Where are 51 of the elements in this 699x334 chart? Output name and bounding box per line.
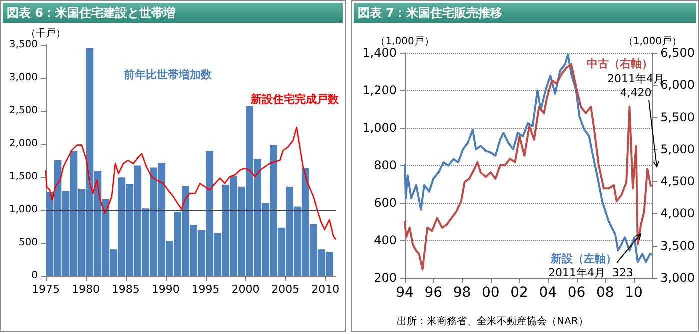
- chart-title: 図表 7：米国住宅販売推移: [354, 3, 696, 23]
- y-tick-label: 0: [32, 270, 38, 282]
- x-tick-label: 98: [453, 285, 472, 301]
- y-tick-label: 2,500: [9, 106, 38, 116]
- y2-tick-label: 4,500: [660, 174, 696, 189]
- x-tick-label: 1990: [152, 283, 180, 296]
- y-tick-label: 400: [374, 234, 397, 248]
- x-tick-label: 2010: [312, 283, 340, 296]
- y-tick-label: 1,400: [362, 46, 397, 60]
- x-tick-label: 94: [396, 285, 414, 301]
- y-tick-label: 3,500: [9, 40, 38, 50]
- y-tick-label: 800: [374, 158, 397, 172]
- y2-tick-label: 5,000: [660, 142, 696, 156]
- line-series: [45, 126, 337, 240]
- y2-tick-label: 5,500: [660, 110, 696, 124]
- annotation: 2011年4月 323: [548, 266, 634, 280]
- text: 出所：米商務省、全米不動産協会（NAR）: [397, 316, 588, 328]
- y-axis-title: （千戸）: [26, 28, 66, 40]
- x-tick-label: 1995: [192, 283, 220, 296]
- series-label: 新設（左軸）: [550, 252, 617, 266]
- y2-tick-label: 3,000: [660, 271, 696, 285]
- x-tick-label: 10: [625, 285, 643, 301]
- y-tick-label: 200: [374, 271, 397, 285]
- y-tick-label: 1,000: [362, 121, 397, 135]
- x-tick-label: 1975: [32, 283, 60, 296]
- y-tick-label: 500: [18, 238, 38, 248]
- x-tick-label: 00: [482, 285, 500, 301]
- y2-tick-label: 3,500: [660, 238, 696, 253]
- x-tick-label: 08: [596, 285, 614, 301]
- y-tick-label: 1,000: [9, 204, 38, 216]
- x-tick-label: 06: [568, 285, 586, 301]
- y-axis-title: （1,000戸）: [376, 36, 434, 48]
- x-tick-label: 2000: [232, 283, 260, 296]
- y-tick-label: 1,500: [9, 172, 38, 182]
- chart-title: 図表 6：米国住宅建設と世帯増: [3, 3, 343, 23]
- text: 前年比世帯増加数: [122, 68, 213, 82]
- x-tick-label: 02: [510, 285, 528, 301]
- y2-tick-label: 4,000: [660, 206, 696, 221]
- x-tick-label: 1985: [112, 283, 140, 296]
- series-label: 中古（右軸）: [587, 58, 653, 70]
- text: 新設住宅完成戸数: [250, 93, 340, 106]
- y-tick-label: 600: [374, 196, 397, 210]
- x-tick-label: 04: [539, 285, 558, 301]
- y-tick-label: 3,000: [9, 72, 38, 84]
- y2-tick-label: 6,500: [660, 46, 696, 60]
- y2-axis-title: （1,000戸）: [623, 36, 682, 48]
- y-tick-label: 1,200: [362, 84, 397, 98]
- x-tick-label: 2005: [272, 283, 300, 296]
- x-tick-label: 96: [424, 285, 443, 301]
- x-tick-label: 1980: [72, 283, 100, 296]
- y-tick-label: 2,000: [9, 138, 38, 150]
